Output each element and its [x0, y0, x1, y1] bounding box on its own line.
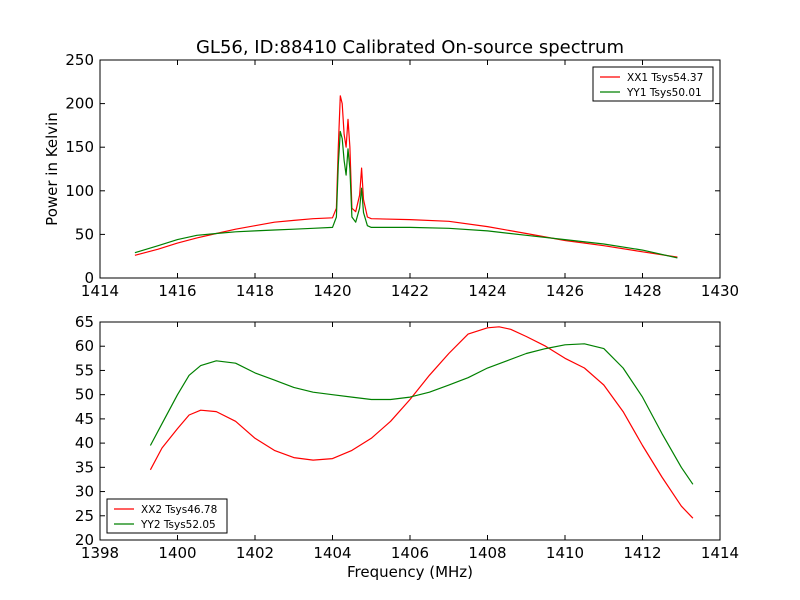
plot2-ytick-label: 35: [75, 458, 94, 476]
plot2-legend-box: [106, 498, 228, 534]
plot1-series-line-1: [134, 95, 678, 258]
plot2-ytick-label: 50: [75, 386, 94, 404]
plot2-ytick-label: 65: [75, 313, 94, 331]
plot2-xtick-label: 1410: [546, 544, 584, 562]
plot2-ytick-label: 45: [75, 410, 94, 428]
plot1-group: 1414 1416 1418 1420 1422 1424 1426 1428 1430 0 50 1…: [43, 51, 739, 300]
plot2-ytick-label: 55: [75, 361, 94, 379]
plot2-legend: XX2 Tsys46.78 YY2 Tsys52.05: [106, 498, 228, 534]
plot2-series-line-1: [149, 326, 694, 519]
plot1-ytick-label: 100: [65, 182, 94, 200]
plot1-xtick-label: 1416: [158, 282, 196, 300]
plot1-xtick-label: 1420: [313, 282, 351, 300]
plot1-xtick-label: 1428: [623, 282, 661, 300]
plot2-legend-entry-2: YY2 Tsys52.05: [140, 519, 216, 531]
plot2-ytick-label: 25: [75, 507, 94, 525]
plot2-x-axis-label: Frequency (MHz): [347, 563, 473, 581]
plot2-xtick-label: 1402: [236, 544, 274, 562]
plot1-legend-entry-2: YY1 Tsys50.01: [626, 87, 702, 99]
plot1-legend-entry-1: XX1 Tsys54.37: [627, 72, 703, 84]
plot2-series-line-2: [149, 343, 694, 485]
plot2-xtick-label: 1408: [468, 544, 506, 562]
chart-title: GL56, ID:88410 Calibrated On-source spec…: [196, 37, 624, 58]
plot2-xtick-label: 1406: [391, 544, 429, 562]
plot2-group: 1398 1400 1402 1404 1406 1408 1410 1412 1414 20 25…: [75, 313, 739, 581]
plot1-xtick-label: 1414: [81, 282, 119, 300]
plot1-ytick-label: 50: [75, 225, 94, 243]
plot2-ytick-label: 60: [75, 337, 94, 355]
plot1-xtick-label: 1426: [546, 282, 584, 300]
plot1-ytick-label: 250: [65, 51, 94, 69]
plot2-xtick-label: 1398: [81, 544, 119, 562]
plot2-xtick-label: 1412: [623, 544, 661, 562]
plot1-xtick-label: 1422: [391, 282, 429, 300]
plot1-xtick-label: 1424: [468, 282, 506, 300]
plot2-ytick-label: 20: [75, 531, 94, 549]
plot1-ytick-label: 150: [65, 138, 94, 156]
plot2-xtick-label: 1414: [701, 544, 739, 562]
plot1-xtick-label: 1418: [236, 282, 274, 300]
plot1-ytick-label: 200: [65, 95, 94, 113]
plot1-xtick-label: 1430: [701, 282, 739, 300]
plot1-series-line-2: [134, 130, 678, 259]
plot2-legend-entry-1: XX2 Tsys46.78: [141, 504, 217, 516]
plot2-ytick-label: 30: [75, 483, 94, 501]
plot1-y-axis-label: Power in Kelvin: [43, 112, 61, 226]
plot2-xtick-label: 1404: [313, 544, 351, 562]
plot2-xtick-label: 1400: [158, 544, 196, 562]
plot1-ytick-label: 0: [84, 269, 94, 287]
plot2-ytick-label: 40: [75, 434, 94, 452]
plot1-legend: XX1 Tsys54.37 YY1 Tsys50.01: [592, 66, 714, 102]
plots-group: 1414 1416 1418 1420 1422 1424 1426 1428 14300501…: [43, 51, 739, 581]
plot1-legend-box: [592, 66, 714, 102]
